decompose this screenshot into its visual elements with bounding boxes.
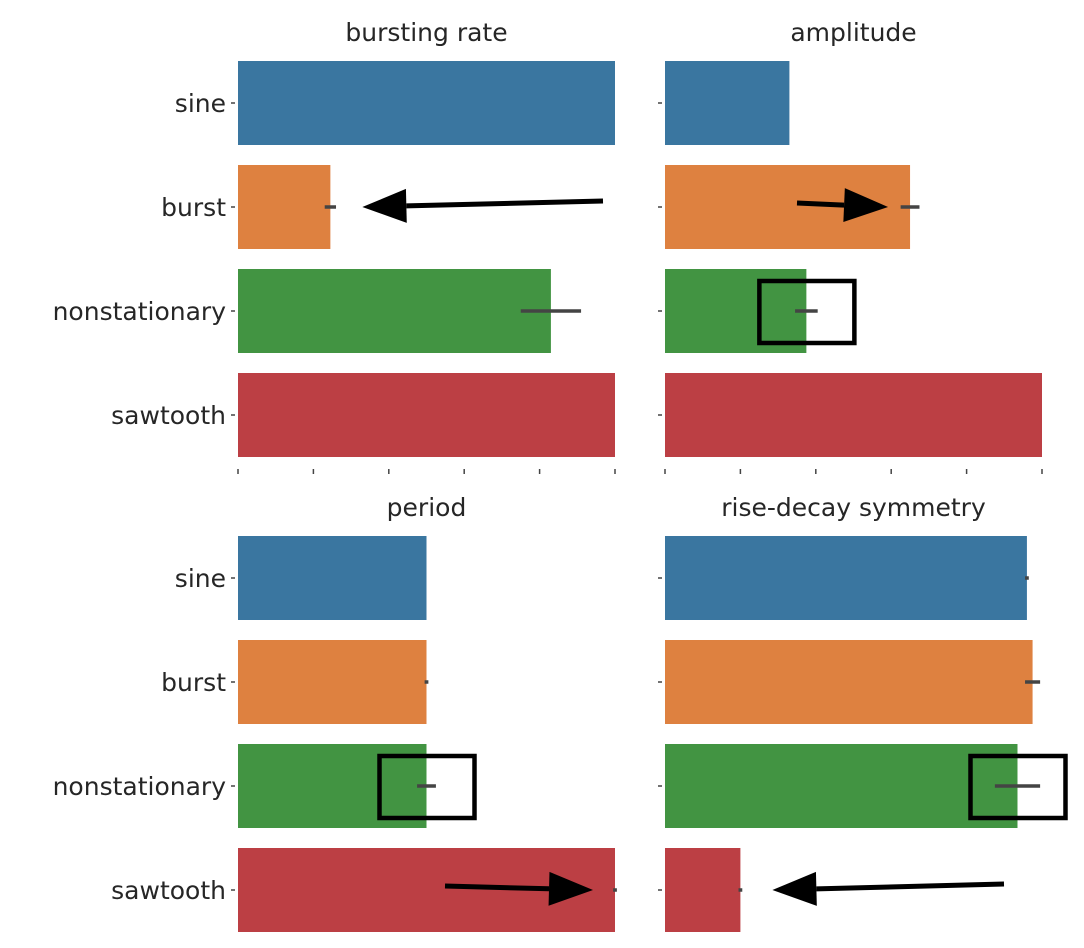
panel-4-bar-nonstationary [665, 744, 1018, 828]
panel-2-title: amplitude [790, 18, 916, 47]
panel-3-annotation-box-nonstationary [377, 753, 477, 821]
panel-2-annotation-arrow-burst-head [843, 188, 889, 223]
panel-1-annotation-arrow-burst-head [362, 188, 407, 223]
panel-3-bar-sine [238, 536, 427, 620]
panel-4-annotation-arrow-sawtooth-head [772, 871, 817, 906]
panel-1-bar-burst [238, 165, 331, 249]
panel-2-bar-sine [665, 61, 790, 145]
panel-3-annotation-arrow-sawtooth-head [548, 871, 593, 906]
panel-2-bar-sawtooth [665, 373, 1042, 457]
panel-2-annotation-arrow-burst-shaft [796, 200, 845, 208]
panel-4-bar-sawtooth [665, 848, 741, 932]
panel-1-bar-sine [238, 61, 615, 145]
panel-1-annotation-arrow-burst-shaft [406, 198, 604, 209]
panel-4-annotation-arrow-sawtooth-shaft [816, 881, 1005, 892]
panel-4-title: rise-decay symmetry [721, 493, 986, 522]
panel-3-annotation-arrow-sawtooth-shaft [444, 883, 550, 892]
panel-3-label-burst: burst [161, 668, 226, 697]
panel-2-annotation-box-nonstationary [757, 278, 857, 346]
panel-3-label-sawtooth: sawtooth [111, 876, 226, 905]
panel-1-bar-sawtooth [238, 373, 615, 457]
panel-1-bar-nonstationary [238, 269, 551, 353]
panel-3-bar-burst [238, 640, 427, 724]
panel-1-title: bursting rate [345, 18, 507, 47]
panel-4-bar-burst [665, 640, 1033, 724]
panel-3-label-nonstationary: nonstationary [53, 772, 227, 801]
panel-1-label-sawtooth: sawtooth [111, 401, 226, 430]
panel-1-label-sine: sine [175, 89, 226, 118]
panel-1-label-burst: burst [161, 193, 226, 222]
panel-4-annotation-box-nonstationary [968, 753, 1068, 821]
panel-4-bar-sine [665, 536, 1027, 620]
panel-1-label-nonstationary: nonstationary [53, 297, 227, 326]
panel-3-label-sine: sine [175, 564, 226, 593]
panel-3-title: period [387, 493, 467, 522]
